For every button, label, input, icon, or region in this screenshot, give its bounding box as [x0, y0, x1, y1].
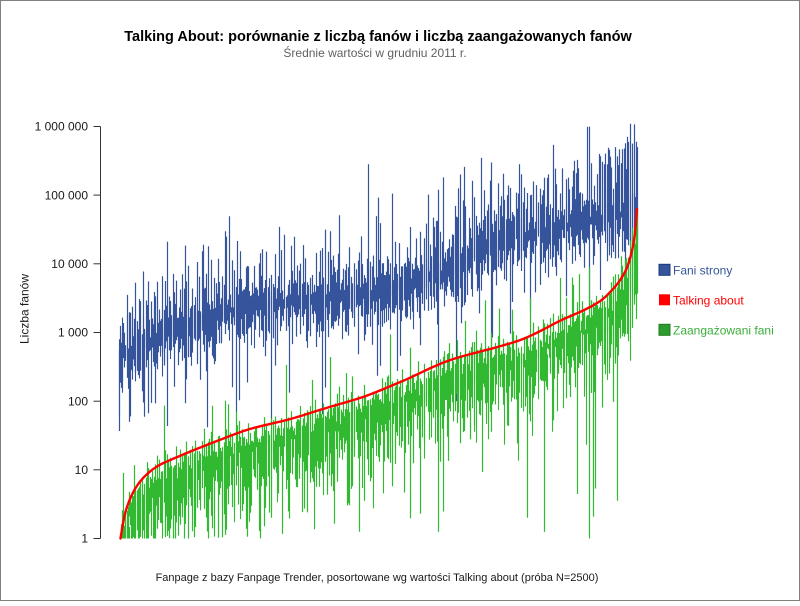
svg-text:Liczba fanów: Liczba fanów	[18, 274, 32, 344]
svg-text:Talking about: Talking about	[673, 294, 744, 308]
svg-text:1: 1	[81, 532, 88, 546]
svg-text:1 000 000: 1 000 000	[35, 120, 89, 134]
svg-text:Fanpage z bazy Fanpage Trender: Fanpage z bazy Fanpage Trender, posortow…	[156, 572, 599, 584]
svg-text:10: 10	[75, 463, 89, 477]
svg-text:Zaangażowani fani: Zaangażowani fani	[673, 324, 774, 338]
svg-text:100: 100	[68, 394, 88, 408]
svg-text:1 000: 1 000	[58, 326, 88, 340]
svg-text:Talking About: porównanie z li: Talking About: porównanie z liczbą fanów…	[124, 29, 632, 45]
svg-text:Średnie wartości w grudniu 201: Średnie wartości w grudniu 2011 r.	[283, 45, 466, 60]
svg-text:10 000: 10 000	[51, 257, 88, 271]
svg-text:100 000: 100 000	[45, 188, 89, 202]
svg-text:Fani strony: Fani strony	[673, 264, 732, 278]
